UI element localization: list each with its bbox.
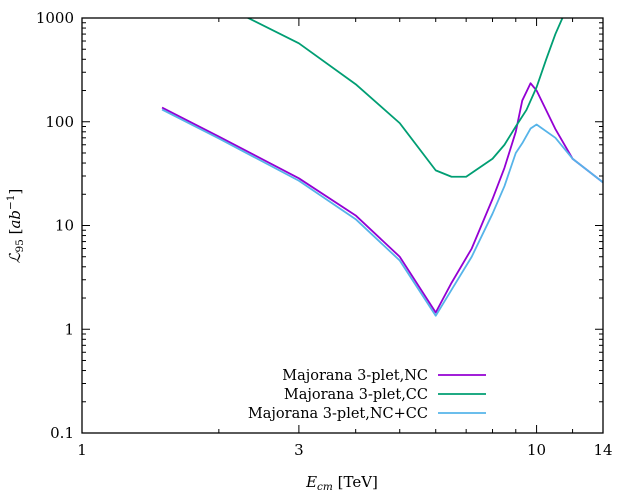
x-axis-title-main: E bbox=[305, 473, 317, 491]
x-axis-title-unit: [TeV] bbox=[333, 473, 378, 491]
legend: Majorana 3-plet,NC Majorana 3-plet,CC Majo… bbox=[248, 368, 486, 422]
legend-label-2: Majorana 3-plet,CC bbox=[284, 387, 428, 403]
y-axis-title-unit-open: [ bbox=[6, 229, 24, 240]
x-axis-title: Ecm [TeV] bbox=[305, 473, 378, 493]
y-tick-label: 0.1 bbox=[50, 424, 74, 442]
y-tick-label: 100 bbox=[45, 113, 74, 131]
y-tick-label: 1000 bbox=[36, 9, 74, 27]
y-axis-title-sub: 95 bbox=[14, 239, 26, 252]
y-tick-label: 1 bbox=[64, 320, 74, 338]
x-tick-label: 10 bbox=[527, 441, 546, 459]
y-axis-title-unit-close: ] bbox=[6, 189, 24, 195]
x-tick-label: 3 bbox=[294, 441, 304, 459]
series-line-1 bbox=[161, 82, 603, 314]
y-axis-title-unit-main: ab bbox=[6, 210, 24, 229]
series-line-3 bbox=[161, 108, 603, 317]
y-axis-title: ℒ95 [ab−1] bbox=[5, 189, 26, 264]
y-axis-title-main: ℒ bbox=[6, 251, 24, 263]
y-axis-title-unit-sup: −1 bbox=[5, 195, 17, 210]
x-tick-label: 1 bbox=[77, 441, 87, 459]
x-axis-title-sub: cm bbox=[317, 481, 333, 493]
legend-label-3: Majorana 3-plet,NC+CC bbox=[248, 406, 428, 422]
series-line-2 bbox=[246, 18, 564, 178]
legend-label-1: Majorana 3-plet,NC bbox=[282, 368, 428, 384]
plot-frame bbox=[81, 17, 604, 434]
y-tick-label: 10 bbox=[55, 217, 74, 235]
x-tick-label: 14 bbox=[593, 441, 612, 459]
series-layer bbox=[161, 18, 603, 317]
